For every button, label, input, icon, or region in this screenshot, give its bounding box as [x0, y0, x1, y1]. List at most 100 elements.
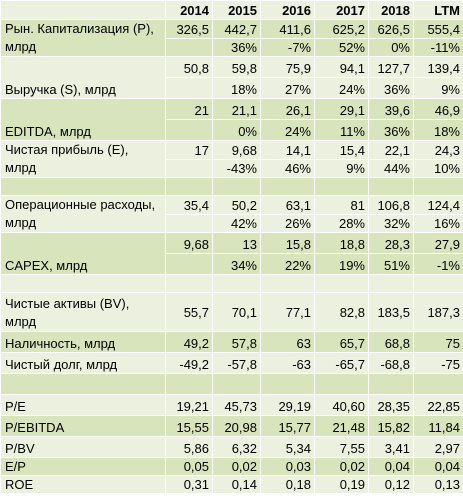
cell-growth[interactable]: 10% [413, 158, 463, 178]
empty-cell[interactable] [165, 177, 213, 196]
cell-growth[interactable]: 18% [212, 77, 261, 99]
cell-value[interactable]: 40,60 [314, 394, 369, 416]
empty-cell[interactable] [0, 373, 166, 395]
cell-value[interactable]: 65,7 [314, 331, 369, 353]
cell-value[interactable]: 9,68 [165, 232, 213, 254]
empty-cell[interactable] [368, 274, 414, 293]
cell-value[interactable]: -63 [260, 352, 315, 374]
empty-cell[interactable] [413, 177, 463, 196]
cell-growth[interactable]: 24% [314, 77, 369, 99]
cell-growth[interactable]: 51% [368, 253, 414, 275]
cell-value[interactable]: 21,1 [212, 98, 261, 120]
cell-growth[interactable]: -1% [413, 253, 463, 275]
cell-value[interactable]: 106,8 [368, 195, 414, 215]
cell-value[interactable]: 70,1 [212, 292, 261, 332]
cell-growth[interactable]: -11% [413, 37, 463, 57]
cell-growth[interactable]: 0% [368, 37, 414, 57]
cell-value[interactable]: 45,73 [212, 394, 261, 416]
cell-value[interactable]: 124,4 [413, 195, 463, 215]
header-year-2014[interactable]: 2014 [165, 0, 213, 20]
empty-cell[interactable] [260, 177, 315, 196]
cell-value[interactable]: 2,97 [413, 436, 463, 458]
row-label-pe[interactable]: P/E [0, 394, 166, 416]
cell-value[interactable]: 29,1 [314, 98, 369, 120]
cell-growth[interactable]: -43% [212, 158, 261, 178]
cell-value[interactable]: 626,5 [368, 19, 414, 39]
cell-value[interactable]: 7,55 [314, 436, 369, 458]
cell-value[interactable]: 59,8 [212, 56, 261, 78]
row-label-roe[interactable]: ROE [0, 475, 166, 494]
header-year-2015[interactable]: 2015 [212, 0, 261, 20]
cell-value[interactable]: 0,04 [413, 457, 463, 476]
empty-cell[interactable] [314, 373, 369, 395]
empty-cell[interactable] [165, 274, 213, 293]
cell-value[interactable]: 22,1 [368, 140, 414, 160]
cell-growth[interactable]: 46% [260, 158, 315, 178]
cell-value[interactable]: 442,7 [212, 19, 261, 39]
cell-growth[interactable]: 28% [314, 213, 369, 233]
cell-value[interactable]: 50,8 [165, 56, 213, 78]
cell-growth[interactable]: 36% [212, 37, 261, 57]
empty-cell[interactable] [314, 274, 369, 293]
cell-value[interactable]: 35,4 [165, 195, 213, 215]
header-label-cell[interactable] [0, 0, 166, 20]
cell-value[interactable]: 21 [165, 98, 213, 120]
cell-value[interactable]: 3,41 [368, 436, 414, 458]
row-label-cash[interactable]: Наличность, млрд [0, 331, 166, 353]
header-year-2017[interactable]: 2017 [314, 0, 369, 20]
cell-value[interactable]: 17 [165, 140, 213, 160]
cell-value[interactable]: 326,5 [165, 19, 213, 39]
cell-growth[interactable]: -7% [260, 37, 315, 57]
empty-cell[interactable] [413, 274, 463, 293]
row-label-revenue[interactable]: Выручка (S), млрд [0, 56, 166, 99]
cell-growth[interactable]: 9% [314, 158, 369, 178]
cell-value[interactable]: 15,8 [260, 232, 315, 254]
cell-value[interactable]: 0,04 [368, 457, 414, 476]
cell-value[interactable]: 14,1 [260, 140, 315, 160]
cell-value[interactable]: 0,02 [212, 457, 261, 476]
cell-value[interactable]: 625,2 [314, 19, 369, 39]
cell-value[interactable]: 63,1 [260, 195, 315, 215]
cell-growth[interactable] [165, 119, 213, 141]
empty-cell[interactable] [0, 177, 166, 196]
cell-value[interactable]: 22,85 [413, 394, 463, 416]
cell-growth[interactable]: 26% [260, 213, 315, 233]
cell-growth[interactable]: 27% [260, 77, 315, 99]
empty-cell[interactable] [0, 274, 166, 293]
cell-value[interactable]: 0,31 [165, 475, 213, 494]
cell-value[interactable]: 57,8 [212, 331, 261, 353]
cell-growth[interactable]: 11% [314, 119, 369, 141]
cell-growth[interactable]: 22% [260, 253, 315, 275]
cell-growth[interactable] [165, 253, 213, 275]
empty-cell[interactable] [212, 373, 261, 395]
cell-value[interactable]: 39,6 [368, 98, 414, 120]
cell-value[interactable]: 19,21 [165, 394, 213, 416]
empty-cell[interactable] [212, 274, 261, 293]
cell-growth[interactable] [165, 37, 213, 57]
cell-growth[interactable]: 24% [260, 119, 315, 141]
cell-value[interactable]: 13 [212, 232, 261, 254]
cell-value[interactable]: 20,98 [212, 415, 261, 437]
cell-value[interactable]: 5,86 [165, 436, 213, 458]
cell-value[interactable]: 46,9 [413, 98, 463, 120]
cell-value[interactable]: 15,77 [260, 415, 315, 437]
row-label-net-debt[interactable]: Чистый долг, млрд [0, 352, 166, 374]
cell-growth[interactable]: 42% [212, 213, 261, 233]
empty-cell[interactable] [413, 373, 463, 395]
empty-cell[interactable] [368, 177, 414, 196]
row-label-p-ebitda[interactable]: P/EBITDA [0, 415, 166, 437]
cell-growth[interactable]: 36% [368, 77, 414, 99]
cell-value[interactable]: 0,14 [212, 475, 261, 494]
cell-growth[interactable]: 52% [314, 37, 369, 57]
cell-value[interactable]: 15,82 [368, 415, 414, 437]
empty-cell[interactable] [165, 373, 213, 395]
empty-cell[interactable] [260, 274, 315, 293]
cell-value[interactable]: 6,32 [212, 436, 261, 458]
cell-growth[interactable] [165, 213, 213, 233]
cell-value[interactable]: 11,84 [413, 415, 463, 437]
row-label-market-cap[interactable]: Рын. Капитализация (P), млрд [0, 19, 166, 57]
cell-value[interactable]: 82,8 [314, 292, 369, 332]
empty-cell[interactable] [368, 373, 414, 395]
cell-growth[interactable]: 18% [413, 119, 463, 141]
cell-value[interactable]: -68,8 [368, 352, 414, 374]
